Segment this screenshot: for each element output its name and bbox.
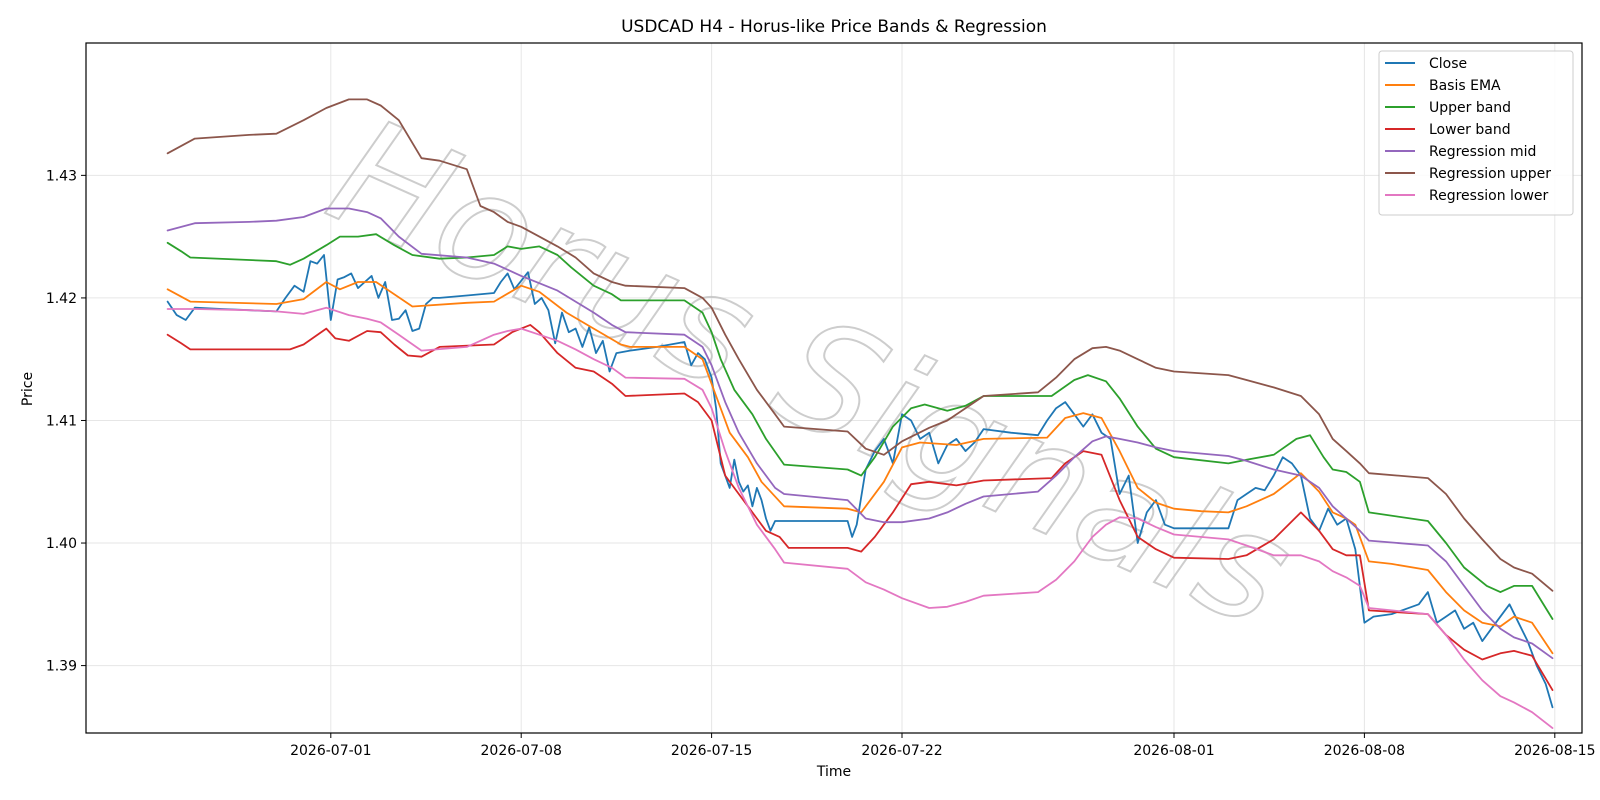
- y-tick-label: 1.41: [46, 413, 77, 429]
- y-axis-title: Price: [20, 372, 36, 406]
- series-line-regression-mid: [166, 207, 1554, 660]
- x-tick-label: 2026-08-08: [1324, 743, 1405, 759]
- y-tick-label: 1.40: [46, 536, 77, 552]
- series-line-basis-ema: [166, 281, 1554, 655]
- legend-label-basis-ema: Basis EMA: [1429, 78, 1501, 94]
- y-tick-label: 1.39: [46, 659, 77, 675]
- x-tick-label: 2026-07-22: [861, 743, 942, 759]
- legend-label-regression-mid: Regression mid: [1429, 144, 1536, 160]
- x-axis: 2026-07-01 2026-07-08 2026-07-15 2026-07-22…: [290, 733, 1595, 759]
- x-tick-label: 2026-07-01: [290, 743, 371, 759]
- y-axis: 1.39 1.40 1.41 1.42 1.43: [46, 168, 86, 675]
- chart-title: USDCAD H4 - Horus-like Price Bands & Reg…: [621, 17, 1047, 37]
- legend-box: [1378, 50, 1574, 216]
- legend-label-regression-upper: Regression upper: [1429, 166, 1551, 182]
- legend-label-close: Close: [1429, 56, 1467, 72]
- series-line-close: [166, 254, 1554, 709]
- x-tick-label: 2026-07-08: [481, 743, 562, 759]
- series-line-lower-band: [166, 323, 1554, 691]
- legend: Close Basis EMA Upper band Lower band Regres…: [1378, 50, 1574, 216]
- series-line-regression-upper: [166, 98, 1554, 592]
- legend-label-upper-band: Upper band: [1429, 100, 1511, 116]
- series-line-upper-band: [166, 233, 1554, 620]
- y-tick-label: 1.43: [46, 168, 77, 184]
- plot-area-frame: [85, 42, 1583, 734]
- legend-label-lower-band: Lower band: [1429, 122, 1511, 138]
- x-tick-label: 2026-07-15: [671, 743, 752, 759]
- series-lines: [166, 98, 1554, 729]
- x-axis-title: Time: [816, 764, 851, 780]
- legend-label-regression-lower: Regression lower: [1429, 188, 1549, 204]
- x-tick-label: 2026-08-01: [1133, 743, 1214, 759]
- x-tick-label: 2026-08-15: [1514, 743, 1595, 759]
- y-tick-label: 1.42: [46, 291, 77, 307]
- series-line-regression-lower: [166, 306, 1554, 729]
